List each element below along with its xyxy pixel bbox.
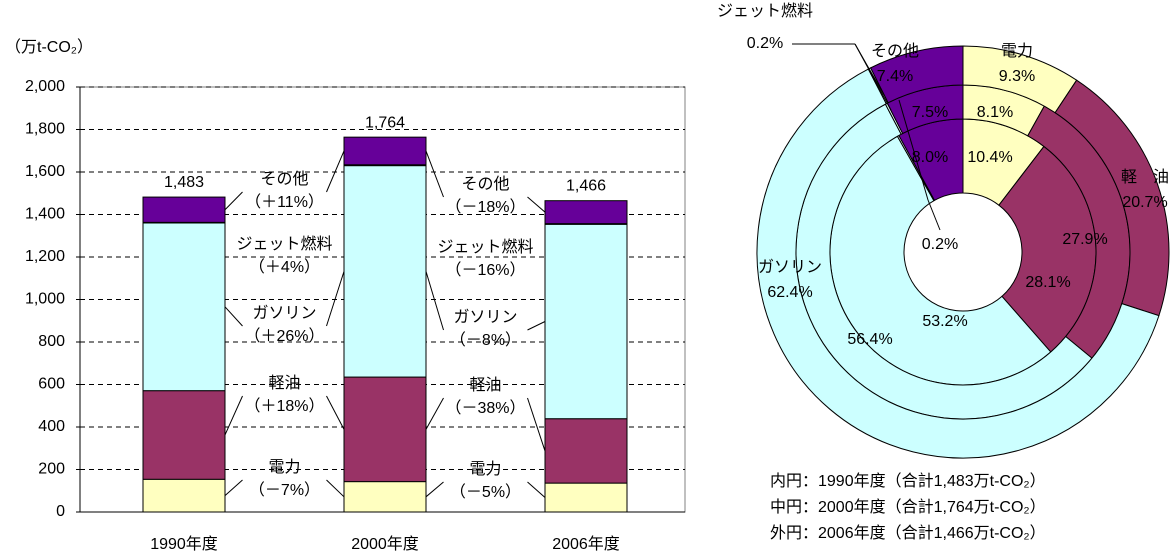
bar-segment: [142, 478, 226, 513]
axis-label: （万t-CO₂）: [5, 38, 93, 56]
y-tick-label: 600: [38, 376, 65, 393]
value-label: 27.9%: [1062, 231, 1107, 248]
y-tick-label: 1,800: [25, 121, 65, 138]
category-label: 電力: [1001, 42, 1033, 60]
annotation-change: （＋26%）: [244, 327, 324, 345]
annotation-name: その他: [461, 175, 509, 193]
leader-line: [326, 150, 345, 193]
category-label: ガソリン: [758, 258, 822, 276]
ring-legend: 内円：1990年度（合計1,483万t-CO₂）: [770, 472, 1046, 490]
leader-line: [224, 479, 243, 497]
category-label: ジェット燃料: [717, 2, 813, 20]
leader-line: [224, 191, 243, 211]
annotation-change: （－8%）: [450, 331, 521, 349]
value-label: 62.4%: [767, 284, 812, 301]
annotation-name: ガソリン: [252, 304, 316, 322]
bar-segment: [544, 482, 628, 513]
bar-segment: [544, 418, 628, 484]
leader-line: [527, 196, 546, 213]
annotation-name: 電力: [268, 458, 300, 476]
category-label: その他: [871, 42, 919, 60]
value-label: 0.2%: [922, 236, 958, 253]
donut-slice: [756, 68, 1160, 459]
leader-line: [326, 479, 345, 498]
bar-segment: [142, 390, 226, 480]
annotation-name: 軽油: [268, 374, 300, 392]
y-tick-label: 1,600: [25, 163, 65, 180]
value-label: 8.0%: [912, 149, 948, 166]
y-tick-label: 2,000: [25, 78, 65, 95]
y-tick-label: 0: [56, 503, 65, 520]
value-label: 28.1%: [1025, 274, 1070, 291]
ring-legend: 外円：2006年度（合計1,466万t-CO₂）: [770, 524, 1046, 542]
annotation-name: 軽油: [469, 376, 501, 394]
leader-line: [326, 271, 345, 327]
y-tick-label: 200: [38, 461, 65, 478]
bar-segment: [343, 481, 427, 513]
bar-segment: [142, 222, 226, 392]
annotation-change: （－5%）: [450, 483, 521, 501]
bar-segment: [343, 136, 427, 166]
ring-legend: 中円：2000年度（合計1,764万t-CO₂）: [770, 498, 1046, 516]
y-tick-label: 1,000: [25, 291, 65, 308]
donut-slice: [869, 45, 964, 104]
total-label: 1,483: [164, 174, 204, 191]
bar-segment: [343, 376, 427, 483]
value-label: 0.2%: [747, 35, 783, 52]
value-label: 20.7%: [1122, 194, 1167, 211]
leader-line: [425, 150, 444, 198]
annotation-name: ガソリン: [453, 308, 517, 326]
bar-segment: [544, 200, 628, 225]
leader-line: [224, 306, 243, 327]
annotation-change: （＋4%）: [249, 258, 320, 276]
leader-line: [898, 99, 929, 201]
annotation-name: 電力: [469, 460, 501, 478]
value-label: 7.4%: [877, 68, 913, 85]
category-label: 軽 油: [1121, 168, 1169, 186]
total-label: 1,764: [365, 114, 405, 131]
value-label: 9.3%: [999, 68, 1035, 85]
leader-line: [425, 271, 444, 331]
leader-line: [224, 395, 243, 436]
annotation-change: （＋11%）: [245, 193, 324, 211]
leader-line: [326, 395, 345, 430]
leader-line: [527, 321, 546, 331]
annotation-change: （－7%）: [249, 481, 320, 499]
y-tick-label: 1,400: [25, 206, 65, 223]
value-label: 7.5%: [912, 104, 948, 121]
annotation-change: （－16%）: [445, 261, 525, 279]
bar-segment: [142, 196, 226, 223]
bar-segment: [544, 223, 628, 420]
leader-line: [425, 481, 444, 498]
annotation-name: ジェット燃料: [236, 235, 332, 253]
annotation-change: （＋18%）: [244, 397, 324, 415]
total-label: 1,466: [566, 178, 606, 195]
x-tick-label: 2000年度: [351, 535, 419, 553]
x-tick-label: 1990年度: [150, 535, 218, 553]
y-tick-label: 800: [38, 333, 65, 350]
y-tick-label: 1,200: [25, 248, 65, 265]
annotation-name: その他: [260, 170, 308, 188]
bar-segment: [343, 165, 427, 378]
value-label: 53.2%: [922, 313, 967, 330]
x-tick-label: 2006年度: [552, 535, 620, 553]
value-label: 10.4%: [967, 149, 1012, 166]
y-tick-label: 400: [38, 418, 65, 435]
leader-line: [927, 199, 941, 231]
leader-line: [527, 397, 546, 452]
leader-line: [854, 43, 892, 111]
leader-line: [527, 481, 546, 498]
annotation-change: （－18%）: [445, 198, 525, 216]
value-label: 8.1%: [977, 104, 1013, 121]
annotation-change: （－38%）: [445, 399, 525, 417]
annotation-name: ジェット燃料: [437, 238, 533, 256]
leader-line: [425, 397, 444, 430]
value-label: 56.4%: [847, 331, 892, 348]
